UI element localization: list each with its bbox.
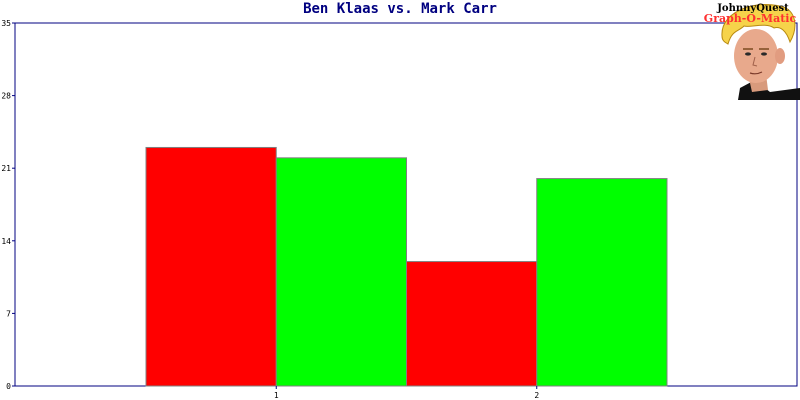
bar [536, 178, 668, 387]
cartoon-boy-face-icon [721, 4, 800, 100]
x-tick-label: 1 [274, 391, 279, 400]
chart-title: Ben Klaas vs. Mark Carr [303, 1, 497, 17]
logo-text-line1: JohnnyQuest [717, 3, 789, 14]
x-tick-label: 2 [534, 391, 539, 400]
y-tick-label: 28 [1, 92, 11, 101]
y-tick-label: 7 [6, 309, 11, 318]
bar [145, 146, 277, 387]
bar [406, 261, 538, 387]
logo-text-line2: Graph-O-Matic [703, 12, 797, 25]
y-tick-label: 0 [6, 382, 11, 391]
bar [275, 157, 407, 387]
y-tick-label: 21 [1, 164, 11, 173]
y-tick-label: 14 [1, 237, 11, 246]
y-tick-label: 35 [1, 19, 11, 28]
